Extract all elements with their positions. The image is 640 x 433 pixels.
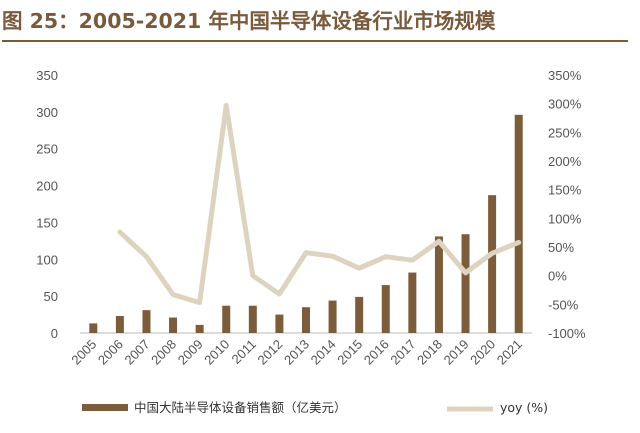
right-axis-ticks: -100% -50% 0% 50% 100% 150% 200% 250% 300% 350% [548,68,586,341]
right-tick-label: 150% [548,183,582,198]
bar-2017 [408,272,417,333]
left-tick-label: 350 [36,68,58,83]
bar-2009 [195,324,204,333]
x-tick-label: 2009 [175,337,206,368]
left-tick-label: 100 [36,252,58,267]
x-tick-label: 2018 [414,337,445,368]
legend: 中国大陆半导体设备销售额（亿美元） yoy (%) [82,400,548,415]
right-tick-label: 50% [548,240,574,255]
bar-2005 [89,323,98,333]
bar-2013 [302,307,310,333]
bar-2019 [461,234,470,333]
x-tick-label: 2016 [361,337,392,368]
bar-2016 [381,285,390,333]
legend-bar-swatch [82,404,128,411]
yoy-line [117,102,522,306]
x-tick-label: 2017 [387,337,418,368]
x-tick-label: 2008 [148,337,179,368]
x-tick-label: 2021 [494,337,525,368]
left-tick-label: 300 [36,105,58,120]
bar-2010 [222,305,231,333]
right-tick-label: 350% [548,68,582,83]
chart-title: 图 25：2005-2021 年中国半导体设备行业市场规模 [2,9,496,33]
bar-2021 [514,114,523,333]
right-tick-label: 250% [548,125,582,140]
x-tick-label: 2010 [201,337,232,368]
right-tick-label: 0% [548,269,567,284]
right-tick-label: 100% [548,211,582,226]
left-tick-label: 200 [36,179,58,194]
right-tick-label: -100% [548,326,586,341]
left-tick-label: 250 [36,142,58,157]
right-tick-label: -50% [548,297,579,312]
x-tick-label: 2015 [334,337,365,368]
bar-2020 [488,195,497,333]
x-axis-ticks: 2005200620072008200920102011201220132014… [68,337,524,368]
right-tick-label: 200% [548,154,582,169]
left-tick-label: 50 [44,289,58,304]
bar-2011 [248,305,257,333]
x-tick-label: 2007 [122,337,153,368]
x-tick-label: 2013 [281,337,312,368]
bar-2018 [434,236,443,333]
x-tick-label: 2014 [308,337,339,368]
x-tick-label: 2012 [254,337,285,368]
x-tick-label: 2005 [68,337,99,368]
bar-series [89,114,523,333]
left-tick-label: 0 [51,326,58,341]
bar-2014 [328,300,337,333]
bar-2008 [169,317,178,333]
legend-bar-label: 中国大陆半导体设备销售额（亿美元） [134,400,347,415]
left-tick-label: 150 [36,215,58,230]
bar-2012 [275,314,284,333]
bar-2015 [355,296,364,333]
bar-2007 [142,310,151,333]
x-tick-label: 2020 [467,337,498,368]
bar-2006 [115,316,124,333]
x-tick-label: 2011 [229,337,259,367]
right-tick-label: 300% [548,97,582,112]
left-axis-ticks: 0 50 100 150 200 250 300 350 [36,68,58,341]
x-tick-label: 2019 [441,337,472,368]
title-underline [2,40,628,42]
legend-line-label: yoy (%) [500,400,548,415]
x-tick-label: 2006 [95,337,126,368]
